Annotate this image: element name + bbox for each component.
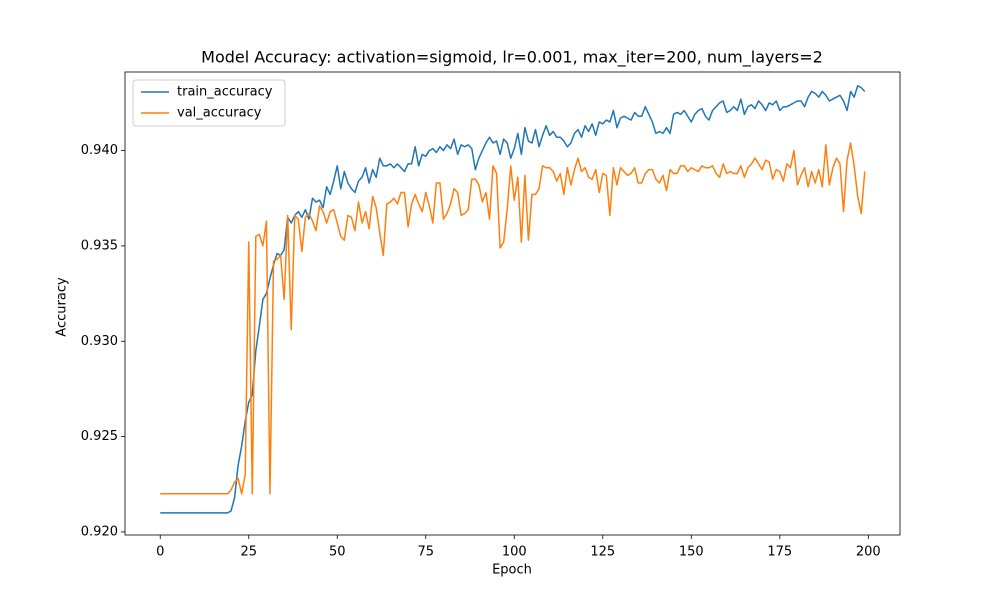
y-tick-label: 0.930 <box>81 334 118 349</box>
line-series <box>160 142 866 495</box>
x-tick-label: 200 <box>856 545 881 560</box>
x-tick-label: 75 <box>417 545 434 560</box>
y-tick-label: 0.925 <box>81 429 118 444</box>
y-tick-label: 0.940 <box>81 143 118 158</box>
x-tick-label: 0 <box>156 545 164 560</box>
x-tick-label: 100 <box>502 545 527 560</box>
y-axis-label: Accuracy <box>55 277 70 337</box>
x-tick-label: 25 <box>240 545 257 560</box>
legend-label: train_accuracy <box>177 85 273 100</box>
y-tick-label: 0.920 <box>81 524 118 539</box>
chart-title: Model Accuracy: activation=sigmoid, lr=0… <box>201 48 823 68</box>
x-tick-label: 175 <box>767 545 792 560</box>
line-series <box>160 84 866 514</box>
legend-label: val_accuracy <box>177 106 262 121</box>
x-tick-label: 150 <box>679 545 704 560</box>
x-tick-label: 125 <box>590 545 615 560</box>
legend-box <box>132 79 286 127</box>
x-tick-label: 50 <box>329 545 346 560</box>
x-axis-label: Epoch <box>492 563 532 578</box>
y-tick-label: 0.935 <box>81 238 118 253</box>
axes-frame <box>124 71 901 536</box>
